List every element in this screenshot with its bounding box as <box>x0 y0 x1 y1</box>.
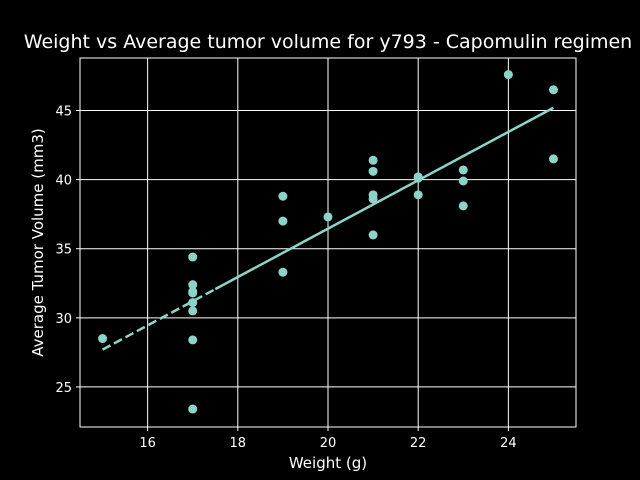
x-axis-title: Weight (g) <box>289 454 367 472</box>
data-point <box>368 166 378 176</box>
data-point <box>98 334 108 344</box>
data-point <box>458 165 468 175</box>
data-point <box>548 154 558 164</box>
data-point <box>188 298 198 308</box>
data-point <box>413 172 423 182</box>
x-tick-label: 18 <box>230 436 247 451</box>
data-point <box>503 70 513 80</box>
regression-line <box>214 106 555 291</box>
x-tick-label: 16 <box>139 436 156 451</box>
y-tick-label: 30 <box>55 312 72 327</box>
data-point <box>188 404 198 414</box>
data-point <box>188 252 198 262</box>
x-tick-label: 24 <box>500 436 517 451</box>
data-point <box>188 306 198 316</box>
data-point <box>278 267 288 277</box>
y-axis-title: Average Tumor Volume (mm3) <box>29 128 47 357</box>
regression-layer <box>101 106 555 351</box>
points-layer <box>98 70 558 414</box>
data-point <box>368 155 378 165</box>
chart-title: Weight vs Average tumor volume for y793 … <box>24 31 632 53</box>
data-point <box>368 230 378 240</box>
y-tick-label: 45 <box>55 105 72 120</box>
x-axis-ticks: 16 18 20 22 24 <box>139 427 517 451</box>
y-tick-label: 25 <box>55 381 72 396</box>
data-point <box>188 335 198 345</box>
y-axis-ticks: 25 30 35 40 45 <box>55 105 80 396</box>
data-point <box>278 216 288 226</box>
x-tick-label: 20 <box>320 436 337 451</box>
regression-line-dashed <box>101 288 216 351</box>
data-point <box>368 194 378 204</box>
data-point <box>458 201 468 211</box>
y-tick-label: 40 <box>55 174 72 189</box>
y-tick-label: 35 <box>55 243 72 258</box>
data-point <box>188 280 198 290</box>
data-point <box>413 190 423 200</box>
data-point <box>548 85 558 95</box>
data-point <box>458 176 468 186</box>
data-point <box>188 288 198 298</box>
data-point <box>323 212 333 222</box>
data-point <box>278 191 288 201</box>
x-tick-label: 22 <box>410 436 427 451</box>
